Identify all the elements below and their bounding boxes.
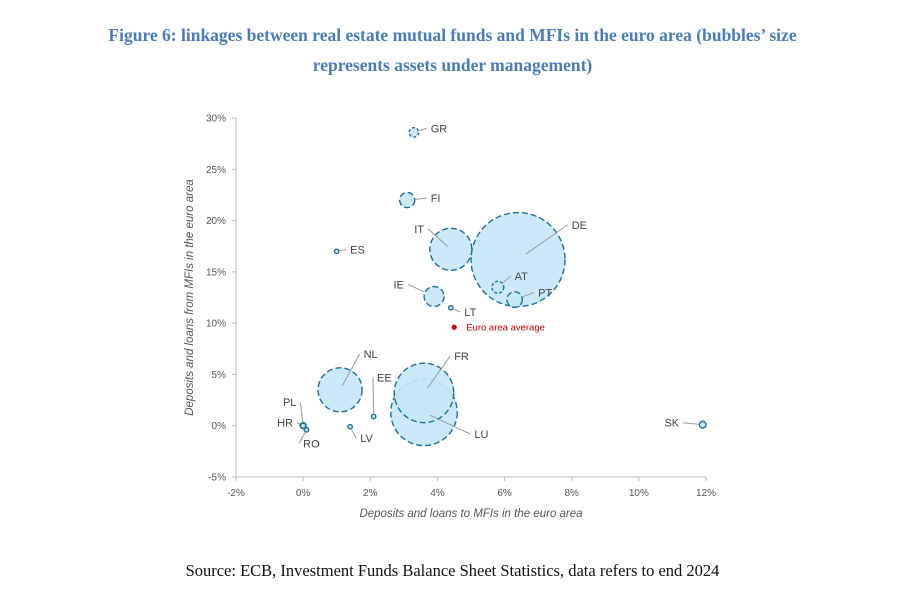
labels-layer: GR FI ES IT DE AT PT IE LT NL EE FR LU PL HR RO LV SK bbox=[277, 123, 699, 450]
bubble-label-es: ES bbox=[350, 244, 365, 256]
bubble-label-fi: FI bbox=[431, 193, 441, 205]
x-tick-label: 4% bbox=[430, 488, 445, 499]
leader-line-ro bbox=[298, 432, 306, 444]
bubble-ie bbox=[423, 285, 445, 308]
bubble-label-ro: RO bbox=[303, 438, 320, 450]
leader-line-pl bbox=[299, 402, 304, 422]
bubble-lt bbox=[447, 304, 454, 311]
bubble-ee bbox=[370, 413, 377, 420]
bubble-sk bbox=[698, 420, 707, 429]
bubble-label-ee: EE bbox=[377, 373, 392, 385]
bubble-gr bbox=[408, 126, 420, 138]
y-tick-label: 30% bbox=[206, 114, 226, 125]
bubbles-layer bbox=[299, 126, 707, 447]
chart-title-line1: Figure 6: linkages between real estate m… bbox=[108, 25, 797, 45]
bubble-it bbox=[429, 227, 473, 272]
leader-line-fr bbox=[427, 355, 451, 389]
leader-line-sk bbox=[683, 422, 699, 425]
leader-line-es bbox=[339, 248, 347, 252]
y-tick-label: -5% bbox=[208, 473, 226, 484]
bubble-hr bbox=[299, 422, 307, 429]
bubble-label-lt: LT bbox=[464, 307, 476, 319]
leader-line-fi bbox=[415, 197, 427, 200]
leader-line-ie bbox=[407, 283, 425, 293]
x-tick-label: 10% bbox=[629, 488, 649, 499]
leader-line-de bbox=[525, 224, 569, 255]
bubble-label-lu: LU bbox=[474, 429, 488, 441]
chart-title-line2: represents assets under management) bbox=[312, 55, 593, 75]
y-tick-label: 5% bbox=[212, 370, 227, 381]
leader-line-ee bbox=[372, 377, 375, 414]
bubble-ro bbox=[303, 426, 310, 433]
source-note: Source: ECB, Investment Funds Balance Sh… bbox=[185, 561, 720, 580]
bubble-nl bbox=[317, 367, 363, 413]
leader-line-nl bbox=[341, 353, 361, 387]
euro-area-average-dot bbox=[451, 324, 457, 330]
y-tick-label: 10% bbox=[206, 319, 226, 330]
x-tick-label: 6% bbox=[497, 488, 512, 499]
x-tick-label: -2% bbox=[227, 488, 245, 499]
euro-area-average-label: Euro area average bbox=[466, 323, 545, 334]
leader-line-pt bbox=[522, 292, 535, 298]
leader-line-lv bbox=[351, 429, 357, 439]
bubble-es bbox=[333, 248, 340, 255]
y-tick-label: 20% bbox=[206, 216, 226, 227]
bubble-label-fr: FR bbox=[454, 351, 469, 363]
y-tick-label: 25% bbox=[206, 165, 226, 176]
leader-line-lu bbox=[429, 414, 471, 435]
bubble-at bbox=[491, 280, 505, 294]
bubble-label-pt: PT bbox=[538, 287, 552, 299]
x-tick-label: 12% bbox=[696, 488, 716, 499]
bubble-label-gr: GR bbox=[431, 123, 448, 135]
y-tick-label: 0% bbox=[212, 421, 227, 432]
chart-title: Figure 6: linkages between real estate m… bbox=[0, 20, 905, 80]
x-axis-label: Deposits and loans to MFIs in the euro a… bbox=[359, 508, 582, 520]
bubble-pt bbox=[506, 291, 524, 308]
leader-line-it bbox=[427, 228, 449, 247]
bubble-label-hr: HR bbox=[277, 418, 293, 430]
bubble-fr bbox=[393, 362, 455, 424]
bubble-label-sk: SK bbox=[664, 418, 679, 430]
bubble-label-ie: IE bbox=[393, 279, 403, 291]
bubble-label-at: AT bbox=[515, 271, 529, 283]
bubble-label-de: DE bbox=[572, 220, 587, 232]
x-tick-label: 2% bbox=[363, 488, 378, 499]
bubble-lv bbox=[347, 423, 354, 430]
bubble-label-pl: PL bbox=[283, 397, 296, 409]
x-tick-label: 8% bbox=[564, 488, 579, 499]
leader-line-hr bbox=[296, 422, 301, 425]
leader-line-gr bbox=[419, 127, 427, 132]
leader-line-at bbox=[502, 275, 511, 284]
y-tick-label: 15% bbox=[206, 267, 226, 278]
bubble-label-lv: LV bbox=[360, 433, 373, 445]
bubble-label-it: IT bbox=[414, 224, 424, 236]
y-axis-label: Deposits and loans from MFIs in the euro… bbox=[184, 179, 196, 416]
bubble-fi bbox=[398, 191, 416, 209]
leader-line-lt bbox=[453, 308, 461, 313]
bubble-label-nl: NL bbox=[364, 349, 378, 361]
x-tick-label: 0% bbox=[296, 488, 311, 499]
